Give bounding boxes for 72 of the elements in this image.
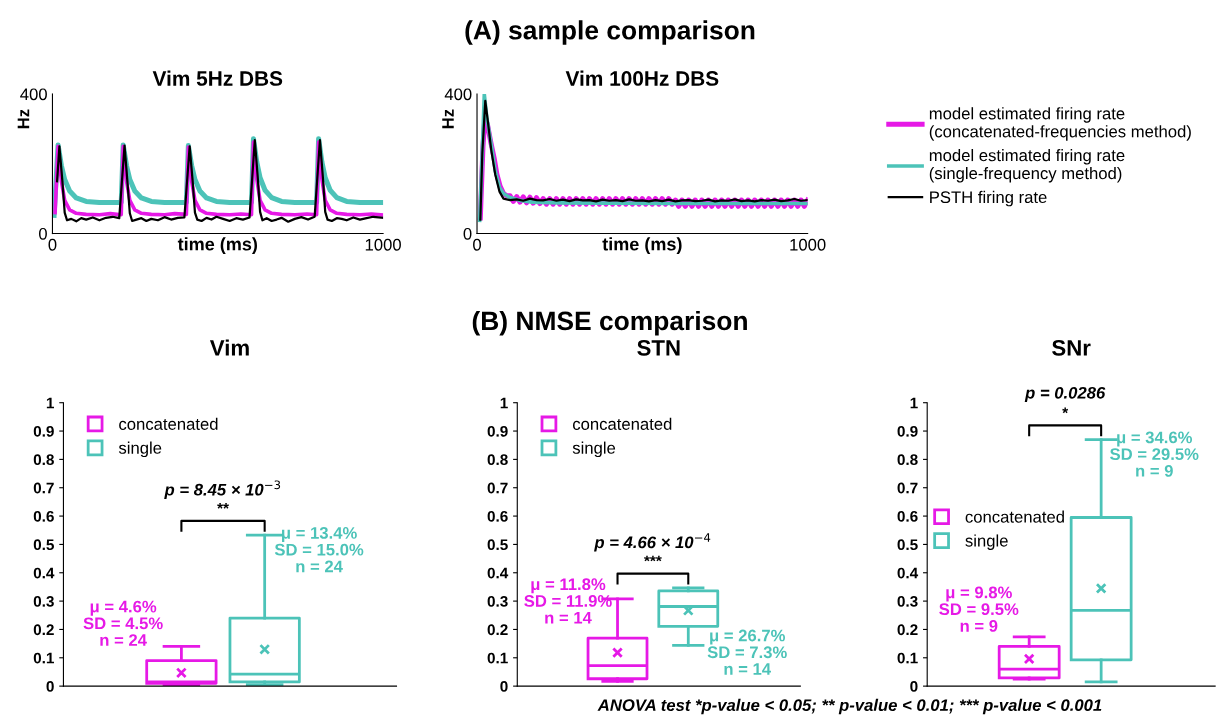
annotation: μ = 26.7% SD = 7.3% n = 14 (707, 629, 787, 675)
chart-title: SNr (1052, 339, 1091, 356)
legend-label: single (572, 441, 616, 458)
y-tick-label: 0.8 (33, 454, 54, 466)
y-tick-label: 1 (910, 397, 918, 409)
annotation: μ = 9.8% SD = 9.5% n = 9 (939, 586, 1019, 632)
y-tick-label: 0.6 (33, 510, 54, 522)
text: (B) NMSE comparison (472, 310, 747, 336)
y-tick-label: 0.7 (487, 482, 508, 494)
annotation: ** (217, 502, 229, 509)
annotation: μ = 11.8% SD = 11.9% n = 14 (524, 578, 612, 624)
y-tick-label: 0.8 (897, 454, 918, 466)
annotation: p = 8.45 × 10$^{−3}$ (164, 480, 281, 499)
y-tick-label: 0.4 (487, 567, 509, 579)
x-tick-label: 0 (473, 238, 481, 251)
y-tick-label: 0.6 (487, 510, 508, 522)
y-tick-label: 0.4 (897, 567, 919, 579)
legend-label: model estimated firing rate (concatenated-frequencies method) (929, 107, 1191, 141)
legend-label: single (118, 441, 162, 458)
y-tick-label: 0.2 (33, 624, 54, 636)
y-tick-label: 0.7 (33, 482, 54, 494)
y-tick-label: 0.3 (897, 595, 918, 607)
text: p = 0.0286 (1024, 386, 1106, 402)
y-tick-label: 0 (46, 680, 54, 692)
chart-title: Vim (209, 339, 249, 356)
y-tick-label: 400 (20, 88, 47, 101)
y-tick-label: 0.8 (487, 454, 508, 466)
y-tick-label: 0 (910, 680, 918, 692)
x-tick-label: 1000 (790, 238, 826, 251)
y-tick-label: 0.5 (33, 539, 54, 551)
y-tick-label: 0.9 (897, 425, 918, 437)
legend-label: concatenated (119, 417, 218, 430)
annotation: * (1062, 407, 1069, 414)
text: (A) sample comparison (465, 20, 755, 45)
y-tick-label: 0.6 (897, 510, 918, 522)
x-axis-title: time (ms) (602, 237, 682, 255)
x-axis-title: time (ms) (177, 237, 257, 255)
legend-label: single (965, 534, 1008, 550)
chart-title: Vim 100Hz DBS (565, 70, 719, 86)
text: ANOVA test *p-value < 0.05; ** p-value < 0.01; *** p-value < 0.001 (597, 698, 1102, 715)
y-tick-label: 0.2 (897, 624, 918, 636)
y-tick-label: 0.5 (897, 539, 918, 551)
annotation: μ = 4.6% SD = 4.5% n = 24 (83, 600, 163, 646)
x-tick-label: 1000 (365, 238, 401, 251)
y-tick-label: 0.3 (487, 595, 508, 607)
annotation: *** (644, 555, 662, 562)
annotation: μ = 34.6% SD = 29.5% n = 9 (1110, 431, 1199, 477)
annotation: p = 4.66 × 10$^{−4}$ (594, 533, 711, 552)
annotation: μ = 13.4% SD = 15.0% n = 24 (274, 527, 364, 573)
y-tick-label: 0 (500, 680, 508, 692)
legend-label: model estimated firing rate (single-frequency method) (929, 149, 1125, 183)
legend-label: concatenated (572, 417, 672, 430)
y-axis-title: Hz (442, 109, 454, 129)
y-tick-label: 0.9 (487, 425, 508, 437)
y-axis-title: Hz (17, 109, 30, 129)
y-tick-label: 0.5 (487, 539, 508, 551)
y-tick-label: 1 (46, 397, 54, 409)
y-tick-label: 0.1 (33, 652, 54, 664)
y-tick-label: 0.3 (33, 595, 54, 607)
y-tick-label: 0.2 (487, 624, 508, 636)
y-tick-label: 0.1 (897, 652, 918, 664)
chart-title: STN (637, 339, 680, 356)
y-tick-label: 0.1 (487, 652, 508, 664)
y-tick-label: 0 (38, 227, 47, 240)
chart-title: Vim 5Hz DBS (152, 70, 283, 86)
y-tick-label: 0.9 (33, 425, 54, 437)
y-tick-label: 400 (444, 88, 472, 101)
y-tick-label: 0.4 (33, 567, 55, 579)
y-tick-label: 0.7 (897, 482, 918, 494)
legend-label: PSTH firing rate (930, 190, 1047, 207)
y-tick-label: 1 (500, 397, 508, 409)
legend-label: concatenated (965, 510, 1064, 523)
